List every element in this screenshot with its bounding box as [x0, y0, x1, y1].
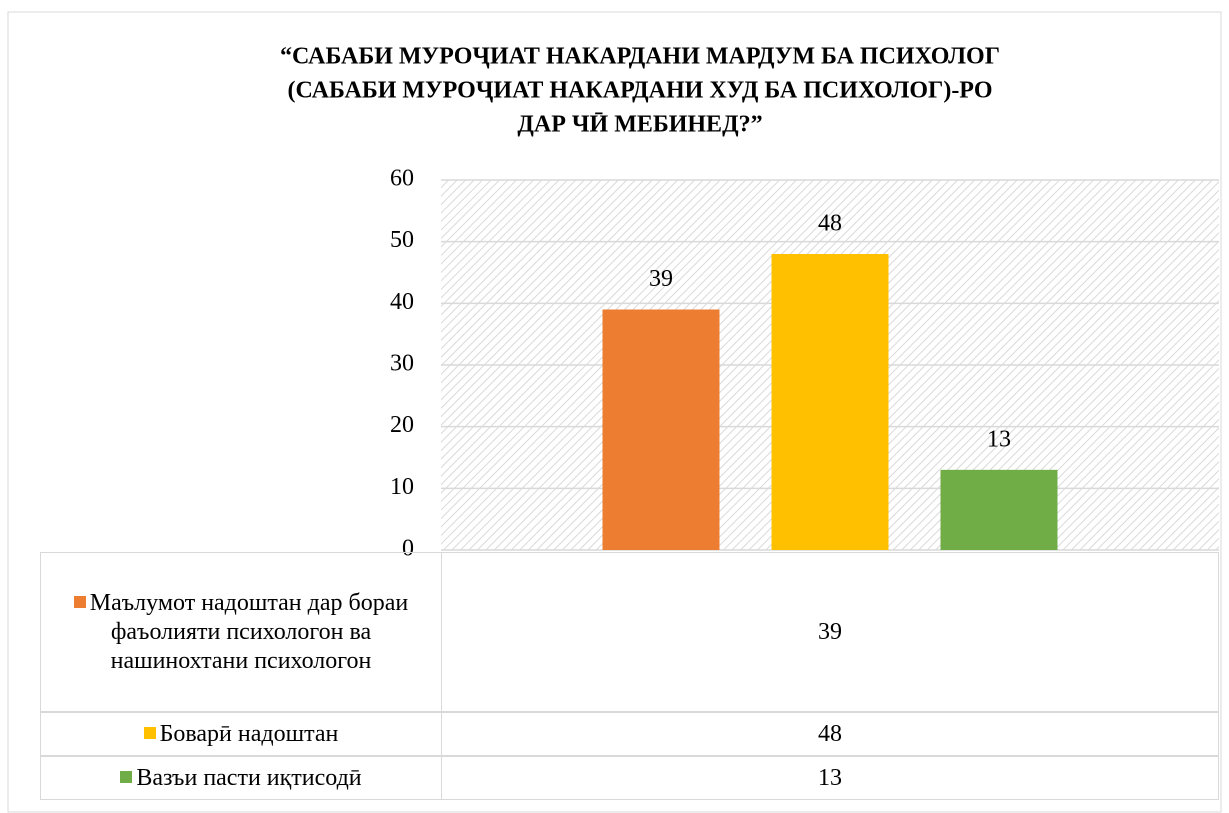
bar: [940, 469, 1058, 550]
bar: [771, 254, 889, 550]
legend-entry: Боварӣ надоштан: [143, 720, 339, 749]
table-value: 39: [441, 552, 1219, 712]
bar: [602, 309, 720, 550]
chart-border: [7, 11, 1222, 813]
chart-title: ДАР ЧӢ МЕБИНЕД?”: [517, 112, 762, 138]
legend-label: Боварӣ надоштан: [159, 720, 339, 747]
legend-swatch: [120, 770, 133, 783]
table-value: 13: [441, 756, 1219, 800]
y-tick-label: 60: [390, 166, 414, 192]
data-label: 48: [818, 211, 842, 237]
legend-cell: Боварӣ надоштан: [40, 712, 442, 756]
legend-label: Маълумот надоштан дар бораи фаъолияти пс…: [89, 589, 409, 674]
y-tick-label: 20: [390, 412, 414, 438]
table-value: 48: [441, 712, 1219, 756]
legend-entry: Вазъи пасти иқтисодӣ: [120, 764, 362, 793]
data-label: 13: [987, 426, 1011, 452]
chart-title: (САБАБИ МУРОҶИАТ НАКАРДАНИ ХУД БА ПСИХОЛ…: [287, 78, 992, 104]
y-tick-label: 50: [390, 227, 414, 253]
legend-entry: Маълумот надоштан дар бораи фаъолияти пс…: [45, 589, 437, 676]
legend-cell: Вазъи пасти иқтисодӣ: [40, 756, 442, 800]
y-tick-label: 10: [390, 474, 414, 500]
legend-swatch: [143, 726, 156, 739]
legend-swatch: [73, 595, 86, 608]
y-tick-label: 40: [390, 289, 414, 315]
data-label: 39: [649, 266, 673, 292]
legend-cell: Маълумот надоштан дар бораи фаъолияти пс…: [40, 552, 442, 712]
chart-title: “САБАБИ МУРОҶИАТ НАКАРДАНИ МАРДУМ БА ПСИ…: [280, 44, 1000, 70]
y-tick-label: 0: [402, 536, 414, 562]
y-tick-label: 30: [390, 351, 414, 377]
legend-label: Вазъи пасти иқтисодӣ: [136, 764, 362, 791]
